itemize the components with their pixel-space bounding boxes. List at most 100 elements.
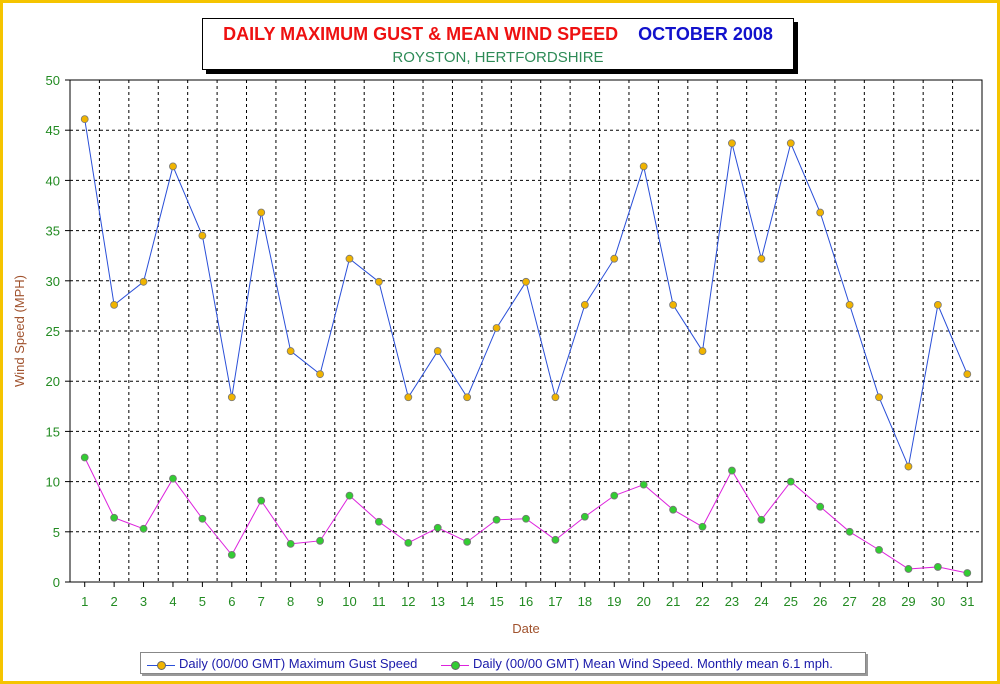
gust-data-point bbox=[698, 347, 707, 355]
x-tick-label: 12 bbox=[401, 594, 415, 609]
gust-data-point bbox=[728, 139, 736, 148]
y-tick-label: 10 bbox=[46, 475, 60, 490]
x-tick-label: 18 bbox=[578, 594, 592, 609]
y-tick-label: 15 bbox=[46, 424, 60, 439]
x-tick-label: 7 bbox=[258, 594, 265, 609]
gust-data-point bbox=[345, 254, 354, 263]
y-tick-label: 0 bbox=[53, 575, 60, 590]
x-tick-label: 17 bbox=[548, 594, 562, 609]
y-tick-label: 5 bbox=[53, 525, 60, 540]
x-tick-label: 24 bbox=[754, 594, 768, 609]
x-tick-label: 31 bbox=[960, 594, 974, 609]
legend-gust-label: Daily (00/00 GMT) Maximum Gust Speed bbox=[179, 656, 418, 671]
gust-data-point bbox=[286, 347, 295, 355]
mean-data-point bbox=[698, 522, 707, 531]
x-tick-label: 15 bbox=[489, 594, 503, 609]
x-tick-label: 6 bbox=[228, 594, 235, 609]
mean-data-point bbox=[316, 536, 324, 545]
mean-data-point bbox=[463, 537, 472, 546]
x-tick-label: 29 bbox=[901, 594, 915, 609]
y-tick-label: 45 bbox=[46, 123, 60, 138]
gust-data-point bbox=[433, 347, 442, 355]
chart-title-box: DAILY MAXIMUM GUST & MEAN WIND SPEED OCTO… bbox=[202, 18, 794, 70]
mean-data-point bbox=[551, 535, 560, 544]
mean-data-point bbox=[786, 477, 795, 486]
mean-data-point bbox=[375, 517, 383, 526]
mean-data-point bbox=[257, 496, 266, 505]
x-tick-label: 14 bbox=[460, 594, 474, 609]
mean-data-point bbox=[728, 466, 736, 475]
y-tick-label: 50 bbox=[46, 73, 60, 88]
x-tick-label: 3 bbox=[140, 594, 147, 609]
mean-data-point bbox=[845, 527, 854, 536]
gust-data-point bbox=[375, 277, 383, 286]
mean-data-point bbox=[875, 545, 883, 554]
plot-grid bbox=[70, 80, 982, 582]
y-tick-label: 25 bbox=[46, 324, 60, 339]
mean-data-point bbox=[816, 502, 825, 511]
mean-data-point bbox=[933, 563, 942, 571]
gust-data-point bbox=[316, 370, 324, 379]
gust-data-point bbox=[198, 231, 207, 240]
mean-data-point bbox=[492, 515, 501, 524]
chart-legend: Daily (00/00 GMT) Maximum Gust Speed Dai… bbox=[140, 652, 866, 674]
x-tick-label: 5 bbox=[199, 594, 206, 609]
gust-data-point bbox=[875, 393, 883, 402]
x-tick-label: 9 bbox=[316, 594, 323, 609]
gust-data-point bbox=[551, 393, 560, 402]
mean-data-point bbox=[345, 491, 354, 500]
mean-data-point bbox=[139, 524, 148, 533]
x-tick-label: 26 bbox=[813, 594, 827, 609]
mean-data-point bbox=[286, 539, 295, 548]
gust-data-point bbox=[845, 300, 854, 309]
x-tick-label: 23 bbox=[725, 594, 739, 609]
x-axis-label: Date bbox=[512, 621, 539, 636]
mean-data-point bbox=[669, 505, 677, 514]
x-tick-label: 4 bbox=[169, 594, 176, 609]
gust-data-point bbox=[816, 208, 825, 217]
x-tick-label: 28 bbox=[872, 594, 886, 609]
mean-data-point bbox=[227, 550, 236, 559]
mean-data-point bbox=[757, 515, 766, 524]
x-tick-label: 10 bbox=[342, 594, 356, 609]
x-tick-label: 19 bbox=[607, 594, 621, 609]
x-tick-label: 25 bbox=[784, 594, 798, 609]
mean-data-point bbox=[904, 565, 913, 573]
y-tick-label: 20 bbox=[46, 374, 60, 389]
gust-data-point bbox=[463, 393, 472, 402]
gust-data-point bbox=[227, 393, 236, 402]
mean-data-point bbox=[169, 474, 177, 483]
gust-data-point bbox=[169, 162, 177, 171]
x-tick-label: 16 bbox=[519, 594, 533, 609]
gust-data-point bbox=[257, 208, 266, 217]
gust-data-point bbox=[904, 462, 913, 471]
y-axis-ticks: 0 5 10 15 20 25 30 35 40 45 50 bbox=[46, 73, 70, 590]
gust-data-point bbox=[639, 162, 648, 171]
gust-data-point bbox=[80, 115, 89, 124]
gust-data-point bbox=[757, 254, 766, 263]
x-tick-label: 1 bbox=[81, 594, 88, 609]
mean-data-point bbox=[198, 514, 207, 523]
gust-data-point bbox=[139, 277, 148, 286]
x-tick-label: 20 bbox=[636, 594, 650, 609]
y-tick-label: 35 bbox=[46, 224, 60, 239]
gust-data-point bbox=[404, 393, 413, 402]
gust-data-point bbox=[786, 139, 795, 148]
mean-data-point bbox=[80, 453, 89, 462]
x-tick-label: 8 bbox=[287, 594, 294, 609]
mean-data-point bbox=[522, 514, 530, 523]
legend-item-mean: Daily (00/00 GMT) Mean Wind Speed. Month… bbox=[441, 656, 833, 671]
mean-data-point bbox=[639, 480, 648, 489]
x-tick-label: 27 bbox=[842, 594, 856, 609]
mean-data-point bbox=[610, 491, 619, 500]
chart-title: DAILY MAXIMUM GUST & MEAN WIND SPEED OCTO… bbox=[203, 24, 793, 45]
mean-data-point bbox=[580, 512, 589, 521]
x-tick-label: 21 bbox=[666, 594, 680, 609]
series-group bbox=[80, 115, 972, 577]
x-tick-label: 30 bbox=[931, 594, 945, 609]
mean-data-point bbox=[110, 513, 119, 522]
y-tick-label: 40 bbox=[46, 173, 60, 188]
x-axis-ticks: 1 2 3 4 5 6 7 8 9 10 11 12 13 14 15 16 17 18 19 20 21 22 23 24 2… bbox=[81, 582, 975, 609]
